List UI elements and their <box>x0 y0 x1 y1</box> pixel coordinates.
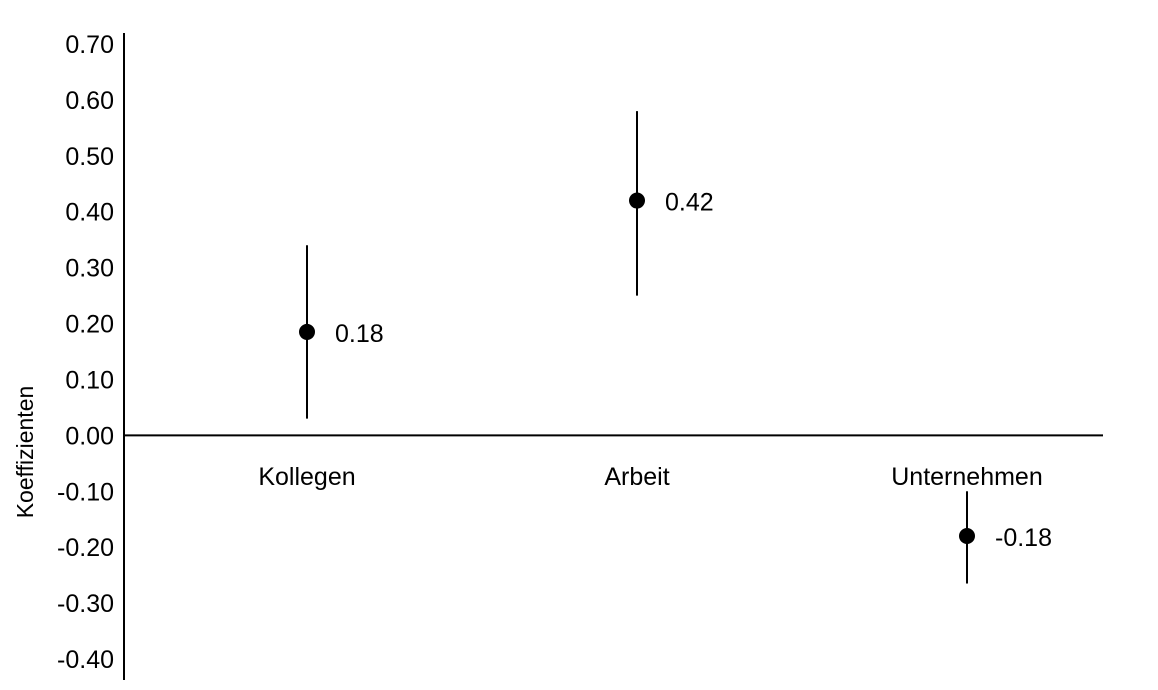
category-label: Kollegen <box>258 463 355 491</box>
y-tick-label: 0.60 <box>65 87 114 115</box>
data-label: -0.18 <box>995 524 1052 552</box>
category-label: Arbeit <box>604 463 669 491</box>
data-point <box>959 528 975 544</box>
y-axis-title: Koeffizienten <box>12 386 38 519</box>
y-tick-label: -0.40 <box>57 646 114 674</box>
y-tick-label: 0.10 <box>65 366 114 394</box>
y-tick-label: 0.70 <box>65 31 114 59</box>
data-point <box>299 323 315 340</box>
y-tick-label: -0.30 <box>57 590 114 618</box>
data-label: 0.42 <box>665 189 714 217</box>
y-axis-ticks: 0.70 0.60 0.50 0.40 0.30 0.20 0.10 0.00 -0.10 -0.… <box>57 31 114 674</box>
y-tick-label: 0.00 <box>65 422 114 450</box>
y-tick-label: -0.20 <box>57 534 114 562</box>
y-tick-label: 0.40 <box>65 199 114 227</box>
y-tick-label: 0.30 <box>65 255 114 283</box>
data-marks: 0.18 0.42 -0.18 <box>299 111 1052 584</box>
y-tick-label: 0.50 <box>65 143 114 171</box>
y-tick-label: -0.10 <box>57 478 114 506</box>
axes <box>123 33 1103 680</box>
category-labels: Kollegen Arbeit Unternehmen <box>258 463 1042 491</box>
data-point <box>629 192 645 209</box>
category-label: Unternehmen <box>891 463 1042 491</box>
y-tick-label: 0.20 <box>65 311 114 339</box>
data-label: 0.18 <box>335 320 384 348</box>
